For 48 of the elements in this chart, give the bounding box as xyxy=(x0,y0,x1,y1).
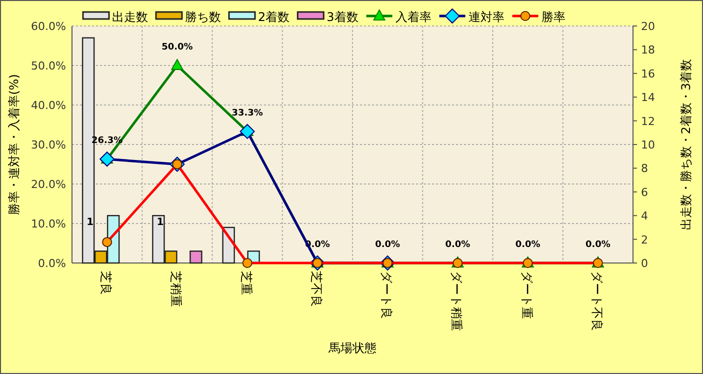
y2-tick-label: 16 xyxy=(641,67,655,80)
y2-tick-label: 2 xyxy=(641,233,648,246)
legend-label: 出走数 xyxy=(112,10,148,24)
legend-label: 勝率 xyxy=(541,10,566,24)
y2-tick-label: 6 xyxy=(641,186,648,199)
y2-tick-label: 20 xyxy=(641,20,655,33)
data-label: 50.0% xyxy=(162,42,193,52)
data-label: 0.0% xyxy=(445,240,470,250)
y2-tick-label: 4 xyxy=(641,210,648,223)
y-axis-title: 勝率・連対率・入着率(%) xyxy=(7,74,21,215)
legend-label: 連対率 xyxy=(468,10,504,24)
y2-tick-label: 0 xyxy=(641,257,648,270)
y-tick-label: 0.0% xyxy=(38,257,66,270)
y-tick-label: 50.0% xyxy=(31,60,66,72)
y2-tick-label: 10 xyxy=(641,138,655,152)
y-tick-label: 10.0% xyxy=(31,218,66,230)
legend-label: 3着数 xyxy=(326,10,358,24)
data-label: 0.0% xyxy=(585,240,610,250)
x-axis-title: 馬場状態 xyxy=(328,341,376,355)
data-label: 1 xyxy=(86,217,94,228)
point xyxy=(240,124,255,139)
y2-tick-label: 14 xyxy=(641,91,655,104)
y2-tick-label: 12 xyxy=(641,114,655,128)
y-tick-label: 40.0% xyxy=(31,99,66,112)
x-tick-label: 芝不良 xyxy=(309,271,324,307)
y-tick-label: 20.0% xyxy=(31,178,66,191)
x-tick-label: 芝稍重 xyxy=(169,271,184,307)
x-tick-label: 芝重 xyxy=(239,271,254,295)
point xyxy=(171,59,184,70)
y2-tick-label: 8 xyxy=(641,162,648,176)
data-label: 33.3% xyxy=(232,108,263,118)
legend-label: 勝ち数 xyxy=(185,10,221,24)
y2-tick-label: 18 xyxy=(641,44,655,57)
x-tick-label: ダート稍重 xyxy=(450,271,464,331)
y-tick-label: 30.0% xyxy=(31,138,66,152)
point xyxy=(100,152,115,167)
data-label: 0.0% xyxy=(375,240,400,250)
y-tick-label: 60.0% xyxy=(31,20,66,33)
legend-label: 2着数 xyxy=(258,10,290,24)
x-tick-label: ダート不良 xyxy=(590,271,604,331)
x-tick-label: ダート良 xyxy=(380,271,394,319)
x-tick-label: ダート重 xyxy=(520,271,534,319)
data-label: 0.0% xyxy=(515,240,540,250)
x-tick-label: 芝良 xyxy=(99,271,114,295)
y2-axis-title: 出走数・勝ち数・2着数・3着数 xyxy=(679,58,693,230)
bar xyxy=(152,215,165,264)
data-label: 1 xyxy=(156,217,164,228)
legend-label: 入着率 xyxy=(395,10,432,24)
